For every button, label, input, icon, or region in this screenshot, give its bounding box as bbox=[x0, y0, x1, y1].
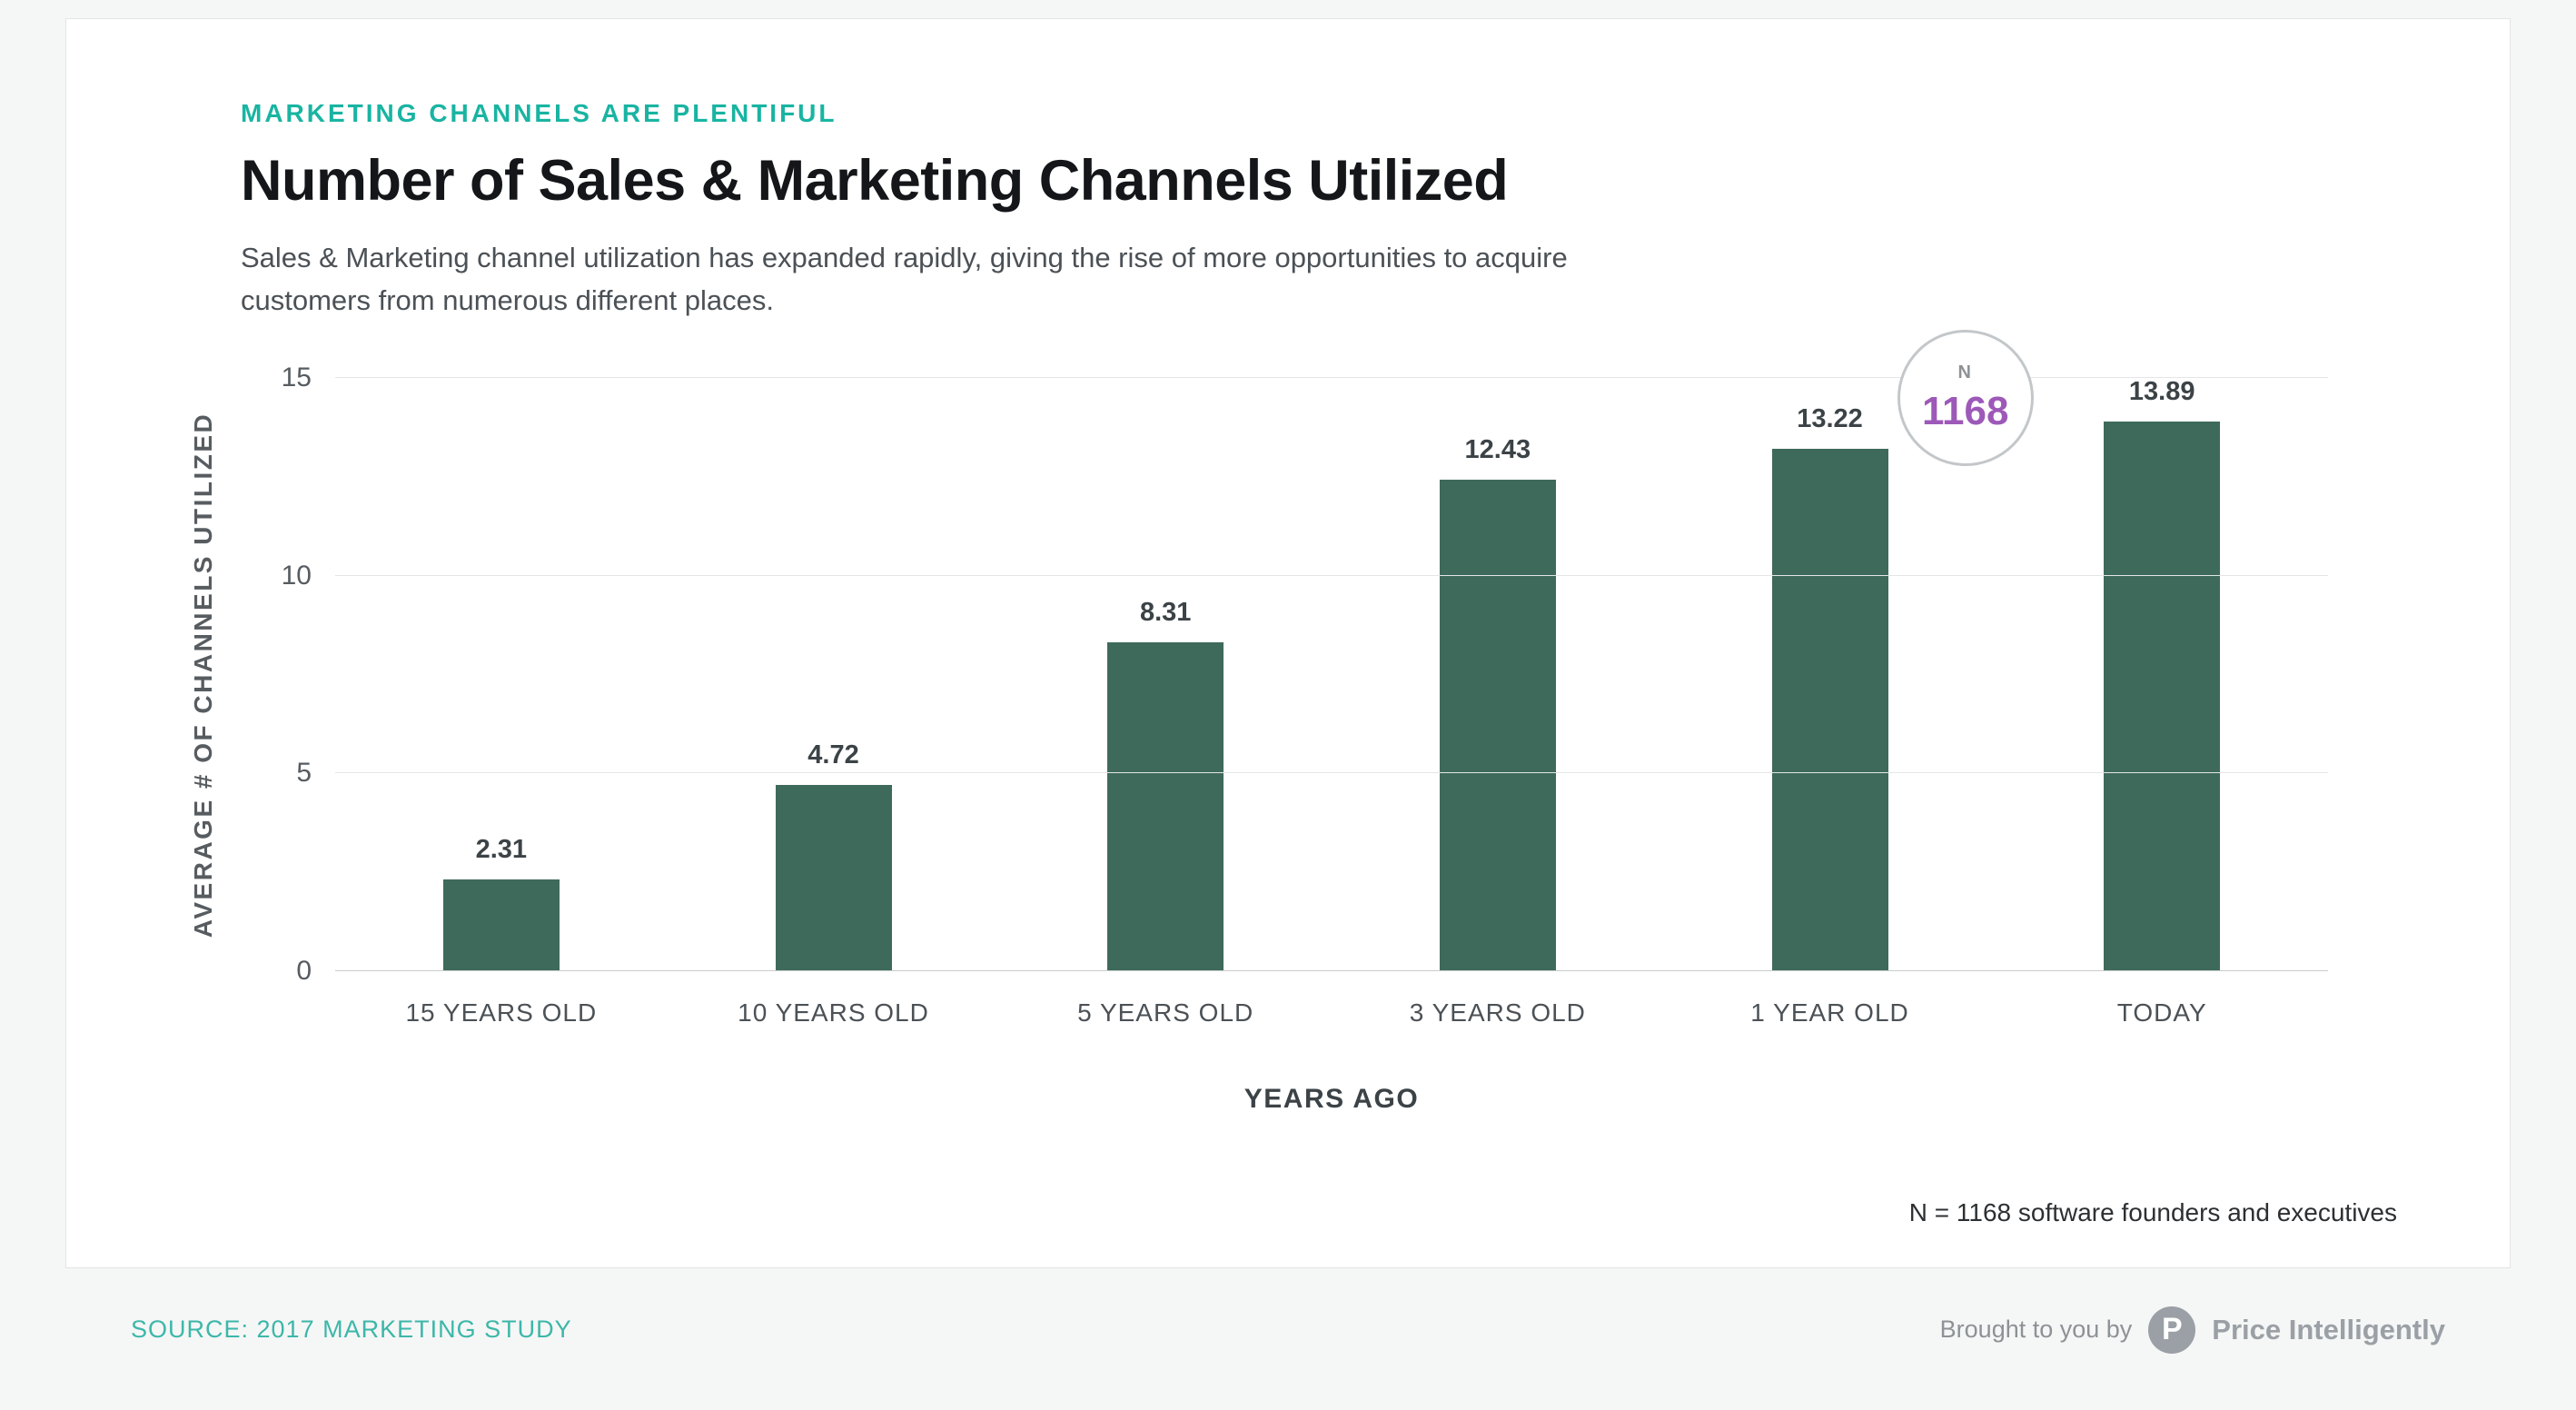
bar bbox=[775, 784, 892, 971]
gridline bbox=[335, 772, 2328, 774]
y-axis-title-col: AVERAGE # OF CHANNELS UTILIZED bbox=[172, 378, 235, 971]
price-intelligently-logo-icon: P bbox=[2148, 1306, 2196, 1354]
brand-attribution: Brought to you by P Price Intelligently bbox=[1940, 1306, 2445, 1354]
bar bbox=[1107, 642, 1224, 971]
y-tick-label: 10 bbox=[281, 560, 312, 591]
y-tick-label: 0 bbox=[296, 956, 312, 986]
chart-card: MARKETING CHANNELS ARE PLENTIFUL Number … bbox=[65, 18, 2511, 1268]
bar-value-label: 8.31 bbox=[1139, 598, 1192, 628]
n-badge-value: 1168 bbox=[1921, 388, 2009, 433]
x-category-label: 10 YEARS OLD bbox=[738, 998, 929, 1027]
bar-value-label: 2.31 bbox=[475, 835, 528, 865]
card-header: MARKETING CHANNELS ARE PLENTIFUL Number … bbox=[66, 19, 2510, 322]
bar bbox=[1771, 448, 1888, 971]
bar-value-label: 4.72 bbox=[807, 740, 859, 770]
bar-slot: 2.31 bbox=[335, 378, 668, 971]
chart-subtitle: Sales & Marketing channel utilization ha… bbox=[241, 242, 1568, 316]
x-category-label: TODAY bbox=[2116, 998, 2207, 1027]
eyebrow-label: MARKETING CHANNELS ARE PLENTIFUL bbox=[241, 99, 837, 127]
x-category-label: 1 YEAR OLD bbox=[1750, 998, 1909, 1027]
bar-slot: 13.89 bbox=[1996, 377, 2328, 971]
bar-slot: 4.72 bbox=[668, 378, 1000, 971]
sample-size-footnote: N = 1168 software founders and executive… bbox=[1908, 1198, 2397, 1226]
bar bbox=[442, 879, 560, 971]
page-title: Number of Sales & Marketing Channels Uti… bbox=[241, 149, 1509, 213]
chart-section: AVERAGE # OF CHANNELS UTILIZED 0 5 10 15 2.… bbox=[66, 330, 2510, 1115]
n-badge-label: N bbox=[1957, 362, 1973, 382]
x-categories: 15 YEARS OLD 10 YEARS OLD 5 YEARS OLD 3 YEA… bbox=[335, 998, 2328, 1028]
bar bbox=[2104, 422, 2221, 971]
x-axis-title: YEARS AGO bbox=[1243, 1084, 1420, 1114]
bar-slot: 8.31 bbox=[999, 378, 1332, 971]
y-axis-title: AVERAGE # OF CHANNELS UTILIZED bbox=[189, 412, 217, 938]
x-category-label: 5 YEARS OLD bbox=[1077, 998, 1254, 1027]
x-category-label: 15 YEARS OLD bbox=[405, 998, 598, 1027]
bar-slot: 13.22 bbox=[1664, 378, 1996, 971]
brought-by-label: Brought to you by bbox=[1939, 1316, 2133, 1343]
source-label: SOURCE: 2017 MARKETING STUDY bbox=[131, 1316, 572, 1343]
price-intelligently-logo-text: Price Intelligently bbox=[2212, 1313, 2445, 1345]
bar bbox=[1439, 479, 1556, 971]
bar-value-label: 13.89 bbox=[2128, 377, 2195, 407]
gridline bbox=[335, 377, 2328, 378]
gridline bbox=[335, 574, 2328, 576]
n-badge: N 1168 bbox=[1897, 330, 2034, 466]
x-category-label: 3 YEARS OLD bbox=[1409, 998, 1586, 1027]
bar-slot: 12.43 bbox=[1332, 378, 1664, 971]
bar-value-label: 13.22 bbox=[1797, 403, 1863, 433]
y-ticks: 0 5 10 15 bbox=[235, 362, 335, 986]
bars-container: 2.31 4.72 8.31 12.43 13.22 13.89 bbox=[335, 377, 2328, 971]
plot: 2.31 4.72 8.31 12.43 13.22 13.89 N 1168 bbox=[335, 330, 2328, 971]
x-axis-baseline bbox=[335, 970, 2328, 971]
bar-value-label: 12.43 bbox=[1464, 434, 1531, 464]
y-tick-label: 15 bbox=[281, 362, 312, 392]
page-footer: SOURCE: 2017 MARKETING STUDY Brought to … bbox=[65, 1268, 2511, 1391]
y-tick-label: 5 bbox=[296, 758, 312, 789]
